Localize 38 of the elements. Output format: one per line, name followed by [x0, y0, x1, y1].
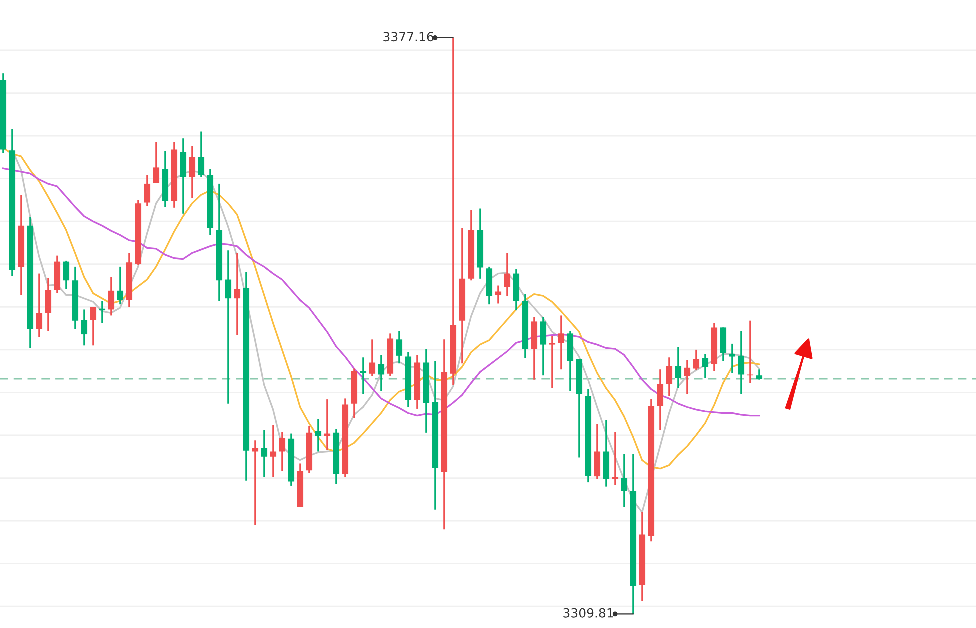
- candlestick: [324, 398, 331, 451]
- candlestick: [189, 146, 196, 200]
- candlestick: [63, 260, 70, 290]
- candlestick: [396, 330, 403, 364]
- annotation: 3377.16: [384, 32, 434, 42]
- candlestick: [144, 174, 151, 207]
- candlestick: [540, 316, 547, 376]
- candlestick: [549, 336, 556, 390]
- candlestick: [36, 273, 43, 338]
- candlestick: [225, 250, 232, 405]
- candlestick: [90, 306, 97, 346]
- candlestick: [45, 277, 52, 332]
- candlestick: [675, 346, 682, 390]
- candlestick: [747, 320, 754, 384]
- candlestick: [693, 349, 700, 372]
- candlestick: [378, 354, 385, 392]
- annotation: 3309.81: [564, 608, 614, 618]
- candlestick: [270, 424, 277, 478]
- candlestick: [153, 141, 160, 184]
- candlestick: [684, 360, 691, 396]
- candlestick: [81, 309, 88, 346]
- candlestick: [261, 430, 268, 478]
- candlestick: [369, 338, 376, 378]
- candlestick: [702, 354, 709, 379]
- candlestick: [666, 356, 673, 397]
- candlestick: [234, 252, 241, 336]
- candlestick: [117, 266, 124, 306]
- candlestick: [108, 276, 115, 316]
- candlestick: [729, 343, 736, 374]
- candlestick: [504, 252, 511, 297]
- candlestick: [558, 315, 565, 370]
- candlestick: [738, 330, 745, 396]
- candlestick: [198, 131, 205, 178]
- candlestick: [315, 418, 322, 452]
- candlestick: [657, 368, 664, 432]
- candlestick: [621, 454, 628, 508]
- candlestick: [756, 368, 763, 381]
- candlestick: [279, 431, 286, 472]
